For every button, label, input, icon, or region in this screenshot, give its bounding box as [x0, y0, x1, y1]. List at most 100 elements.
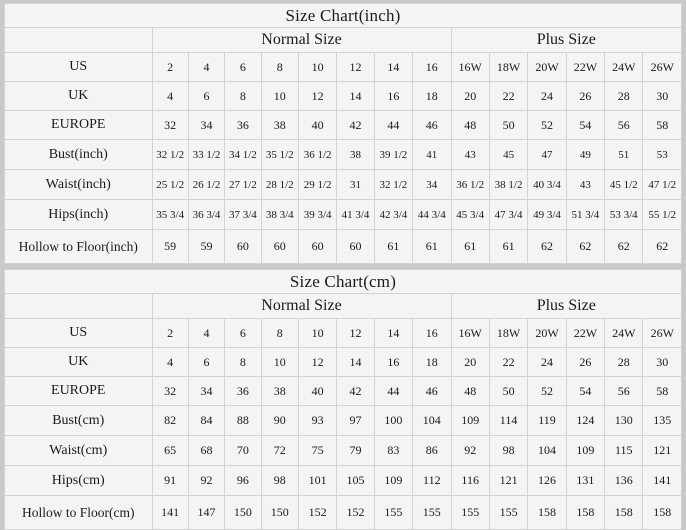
cell: 58 [642, 110, 682, 140]
cell: 16 [373, 347, 414, 377]
cell: 27 1/2 [224, 169, 262, 200]
cell: 38 [260, 376, 299, 406]
cell: 24W [604, 52, 644, 82]
cell: 98 [488, 435, 529, 466]
cell: 39 1/2 [373, 139, 414, 170]
cell: 49 [565, 139, 606, 170]
cell: 22 [488, 347, 529, 377]
cell: 42 [336, 376, 375, 406]
cell: 8 [224, 81, 262, 111]
row-label-europe: EUROPE [4, 110, 153, 140]
cell: 16 [412, 318, 452, 348]
cell: 20 [450, 347, 490, 377]
cell: 18W [488, 52, 529, 82]
row-label-waist: Waist(cm) [4, 435, 153, 466]
cell: 54 [565, 110, 606, 140]
cell: 52 [527, 376, 567, 406]
cell: 31 [336, 169, 375, 200]
cell: 48 [450, 110, 490, 140]
cell: 105 [336, 465, 375, 496]
table-row: UK 4 6 8 10 12 14 16 18 20 22 24 26 28 3… [4, 347, 682, 377]
section-header-normal-size: Normal Size [151, 27, 452, 53]
cell: 12 [336, 52, 375, 82]
cell: 6 [224, 52, 262, 82]
cell: 62 [565, 229, 606, 264]
row-label-uk: UK [4, 347, 153, 377]
cell: 14 [373, 52, 414, 82]
size-chart-inch-body: Size Chart(inch) Normal Size Plus Size U… [4, 3, 682, 264]
cell: 98 [260, 465, 299, 496]
cell: 34 [187, 110, 226, 140]
cell: 41 3/4 [336, 199, 375, 230]
cell: 83 [373, 435, 414, 466]
cell: 75 [297, 435, 338, 466]
size-chart-cm-table: Size Chart(cm) Normal Size Plus Size US … [4, 269, 682, 530]
cell: 8 [260, 318, 299, 348]
table-row: Hips(cm) 91 92 96 98 101 105 109 112 116… [4, 465, 682, 496]
cell: 4 [187, 318, 226, 348]
cell: 4 [151, 81, 189, 111]
cell: 109 [450, 405, 490, 436]
section-corner-blank [4, 27, 153, 53]
cell: 14 [336, 347, 375, 377]
table-row: Hollow to Floor(inch) 59 59 60 60 60 60 … [4, 229, 682, 264]
cell: 135 [642, 405, 682, 436]
cell: 34 1/2 [224, 139, 262, 170]
row-label-hollow-to-floor: Hollow to Floor(inch) [4, 229, 153, 264]
cell: 10 [297, 52, 338, 82]
cell: 126 [527, 465, 567, 496]
cell: 38 1/2 [488, 169, 529, 200]
cell: 51 [604, 139, 644, 170]
cell: 36 3/4 [187, 199, 226, 230]
cell: 10 [260, 81, 299, 111]
cell: 61 [373, 229, 414, 264]
cell: 40 [297, 110, 338, 140]
cell: 33 1/2 [187, 139, 226, 170]
cell: 32 1/2 [151, 139, 189, 170]
cell: 26 1/2 [187, 169, 226, 200]
cell: 6 [187, 347, 226, 377]
cell: 22W [565, 318, 606, 348]
cell: 2 [151, 52, 189, 82]
cell: 44 [373, 376, 414, 406]
cell: 24 [527, 81, 567, 111]
cell: 130 [604, 405, 644, 436]
chart-title: Size Chart(cm) [4, 269, 682, 294]
cell: 62 [527, 229, 567, 264]
cell: 43 [450, 139, 490, 170]
cell: 51 3/4 [565, 199, 606, 230]
section-corner-blank [4, 293, 153, 319]
cell: 22 [488, 81, 529, 111]
cell: 42 3/4 [373, 199, 414, 230]
cell: 18 [412, 347, 452, 377]
cell: 14 [336, 81, 375, 111]
cell: 22W [565, 52, 606, 82]
cell: 46 [412, 376, 452, 406]
cell: 35 3/4 [151, 199, 189, 230]
cell: 62 [604, 229, 644, 264]
cell: 10 [260, 347, 299, 377]
cell: 30 [642, 81, 682, 111]
cell: 65 [151, 435, 189, 466]
title-row: Size Chart(cm) [4, 269, 682, 294]
row-label-waist: Waist(inch) [4, 169, 153, 200]
cell: 88 [224, 405, 262, 436]
cell: 92 [187, 465, 226, 496]
cell: 68 [187, 435, 226, 466]
cell: 24 [527, 347, 567, 377]
row-label-uk: UK [4, 81, 153, 111]
cell: 42 [336, 110, 375, 140]
table-row: Hollow to Floor(cm) 141 147 150 150 152 … [4, 495, 682, 530]
cell: 4 [151, 347, 189, 377]
cell: 112 [412, 465, 452, 496]
section-header-plus-size: Plus Size [450, 293, 682, 319]
cell: 16 [373, 81, 414, 111]
row-label-hollow-to-floor: Hollow to Floor(cm) [4, 495, 153, 530]
cell: 44 [373, 110, 414, 140]
cell: 45 [488, 139, 529, 170]
cell: 90 [260, 405, 299, 436]
cell: 2 [151, 318, 189, 348]
cell: 40 [297, 376, 338, 406]
cell: 152 [336, 495, 375, 530]
